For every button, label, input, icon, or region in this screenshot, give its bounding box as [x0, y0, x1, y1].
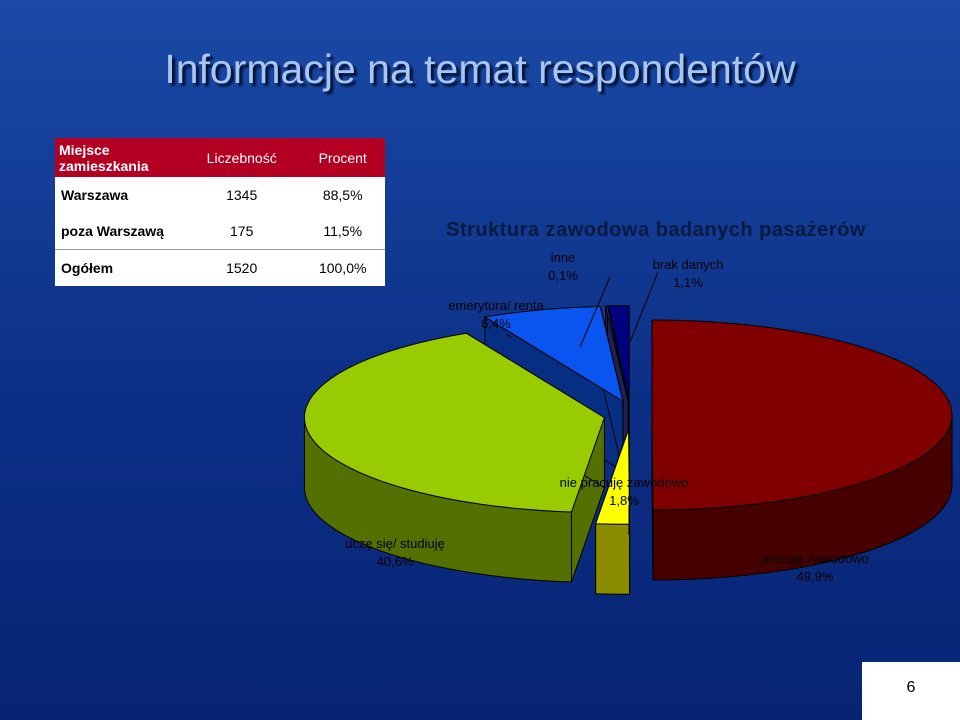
pie-chart: pracuję zawodowo 49,9% nie pracuję zawodow… [303, 250, 953, 595]
table-cell-place: Warszawa [61, 187, 129, 203]
table-row-total: Ogółem 1520 100,0% [55, 249, 385, 286]
page-number: 6 [862, 662, 960, 720]
table-cell-percent: 100,0% [300, 249, 385, 286]
slice-value-emerytura-renta: 6,4% [481, 316, 511, 331]
slice-value-inne: 0,1% [548, 268, 578, 283]
slice-label-pracuje-zawodowo: pracuję zawodowo [761, 551, 869, 566]
respondents-table: Miejsce zamieszkania Liczebność Procent … [55, 138, 385, 286]
slice-label-emerytura-renta: emerytura/ renta [448, 298, 544, 313]
leader-line-inne [579, 276, 611, 348]
leader-line-emerytura-renta [505, 333, 513, 339]
table-cell-count: 1520 [183, 249, 301, 286]
table-header-percent: Procent [300, 138, 385, 177]
table-cell-place: Ogółem [55, 249, 183, 286]
table-row: Warszawa 1345 88,5% [55, 177, 385, 213]
slice-value-pracuje-zawodowo: 49,9% [797, 569, 834, 584]
table-cell-place: poza Warszawą [61, 223, 164, 239]
slide-title: Informacje na temat respondentów [164, 46, 796, 92]
slice-value-nie-pracuje-zawodowo: 1,8% [609, 493, 639, 508]
table-cell-percent: 88,5% [322, 187, 363, 203]
table-row: poza Warszawą 175 11,5% [55, 213, 385, 250]
table-cell-count: 1345 [226, 187, 258, 203]
table-header-place: Miejsce zamieszkania [55, 138, 183, 177]
pie-slice-ucze-sie-studiuje [303, 332, 606, 583]
table-cell-count: 175 [230, 223, 254, 239]
slice-value-ucze-sie-studiuje: 40,6% [377, 554, 414, 569]
table-header-row: Miejsce zamieszkania Liczebność Procent [55, 138, 385, 177]
slice-label-ucze-sie-studiuje: uczę się/ studiuję [345, 536, 445, 551]
table-cell-percent: 11,5% [323, 223, 363, 239]
table-header-count: Liczebność [183, 138, 301, 177]
pie-slice-pracuje-zawodowo [651, 319, 953, 581]
pie-slice-nie-pracuje-zawodowo [594, 429, 631, 595]
leader-line-brak-danych [629, 271, 659, 343]
slice-label-inne: inne [551, 250, 576, 265]
chart-title: Struktura zawodowa badanych pasażerów [446, 219, 866, 241]
slice-label-nie-pracuje-zawodowo: nie pracuję zawodowo [560, 475, 689, 490]
slice-label-brak-danych: brak danych [653, 257, 724, 272]
slice-value-brak-danych: 1,1% [673, 275, 703, 290]
